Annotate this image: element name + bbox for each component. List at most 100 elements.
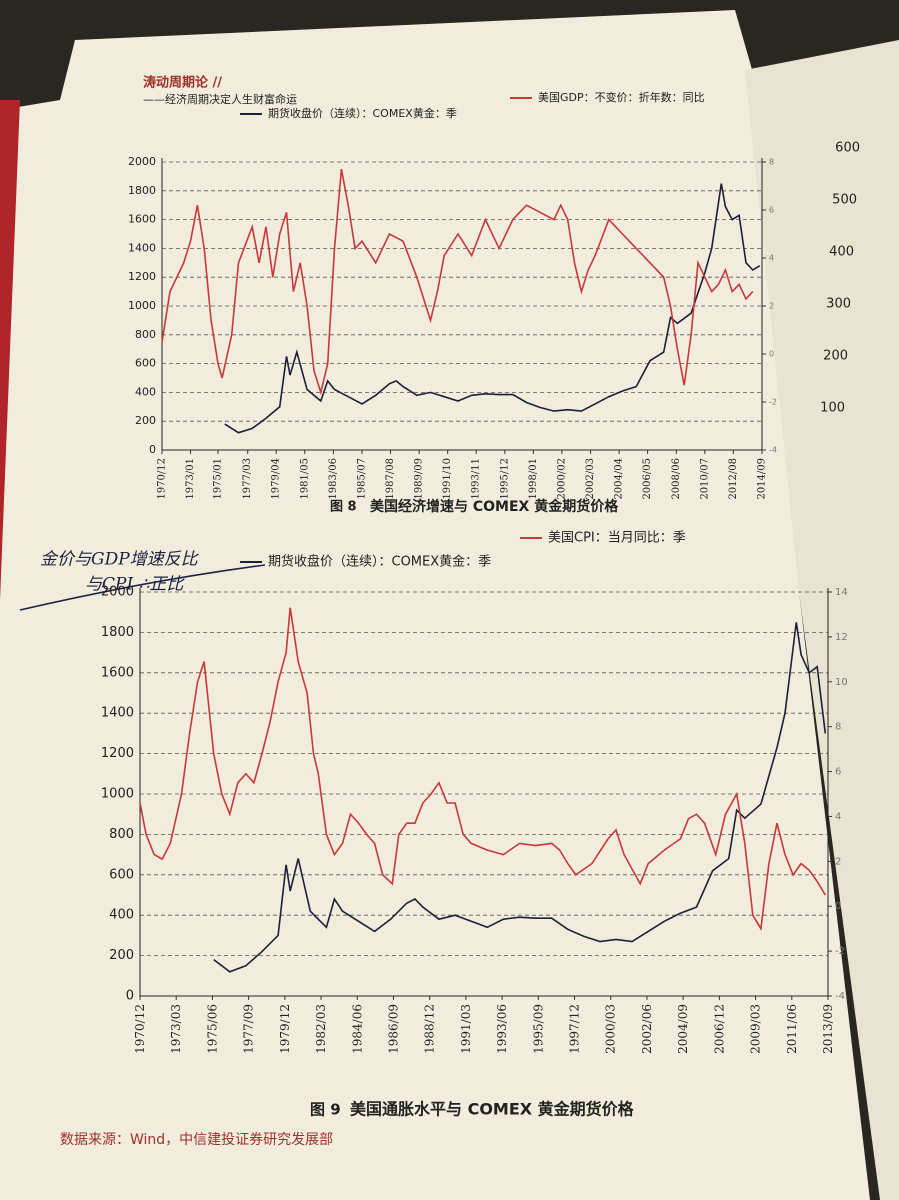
y2-tick-label: -4 (835, 991, 845, 1002)
x-tick-label: 1981/05 (299, 458, 310, 500)
x-tick-label: 1991/10 (442, 458, 453, 500)
x-tick-label: 1984/06 (350, 1004, 364, 1054)
source-note: 数据来源：Wind，中信建投证券研究发展部 (60, 1132, 333, 1148)
right-page-tick: 600 (835, 141, 860, 156)
y-tick-label: 600 (135, 357, 156, 370)
x-tick-label: 2010/07 (699, 458, 710, 500)
legend-label: 期货收盘价（连续）：COMEX黄金：季 (268, 106, 457, 120)
chart-title: 美国通胀水平与 COMEX 黄金期货价格 (350, 1100, 635, 1119)
x-tick-label: 1970/12 (133, 1004, 147, 1054)
figure-label: 图 8 (330, 500, 357, 515)
series-line (161, 169, 754, 396)
header-subtitle: ——经济周期决定人生财富命运 (143, 92, 297, 106)
y-tick-label: 200 (135, 414, 156, 427)
y-tick-label: 600 (109, 867, 134, 882)
series-line (139, 607, 826, 932)
x-tick-label: 1985/07 (356, 458, 367, 500)
legend-label: 美国CPI：当月同比：季 (548, 531, 686, 546)
x-tick-label: 2000/03 (604, 1004, 618, 1054)
x-tick-label: 2013/09 (821, 1004, 835, 1054)
series-line (224, 183, 761, 434)
y2-tick-label: 4 (835, 811, 841, 822)
y2-tick-label: 8 (835, 722, 841, 733)
y2-tick-label: 6 (835, 767, 841, 778)
x-tick-label: 1988/12 (423, 1004, 437, 1054)
x-tick-label: 2000/02 (556, 458, 567, 500)
x-tick-label: 2006/05 (642, 458, 653, 500)
x-tick-label: 1995/12 (499, 458, 510, 500)
right-page-tick: 100 (820, 401, 845, 416)
x-tick-label: 1973/03 (169, 1004, 183, 1054)
x-tick-label: 2014/09 (757, 458, 768, 500)
y-tick-label: 1200 (128, 270, 156, 283)
y2-tick-label: 2 (835, 856, 841, 867)
x-tick-label: 2002/03 (585, 458, 596, 500)
y2-tick-label: 2 (769, 302, 774, 311)
y-tick-label: 2000 (128, 155, 156, 168)
header-title: 涛动周期论 // (143, 75, 222, 91)
y2-tick-label: -4 (769, 446, 777, 455)
legend-label: 美国GDP：不变价：折年数：同比 (538, 90, 705, 104)
legend-label: 期货收盘价（连续）：COMEX黄金：季 (268, 554, 491, 570)
handwritten-note: 金价与GDP增速反比 (40, 550, 200, 570)
y2-tick-label: -2 (769, 398, 777, 407)
x-tick-label: 1993/11 (471, 458, 482, 500)
y-tick-label: 1800 (128, 184, 156, 197)
y-tick-label: 0 (126, 989, 134, 1004)
y-tick-label: 0 (149, 443, 156, 456)
y2-tick-label: 0 (835, 901, 841, 912)
y-tick-label: 400 (109, 908, 134, 923)
x-tick-label: 1989/09 (414, 458, 425, 500)
x-tick-label: 1975/01 (212, 458, 223, 500)
x-tick-label: 2009/03 (749, 1004, 763, 1054)
x-tick-label: 1991/03 (459, 1004, 473, 1054)
y-tick-label: 2000 (101, 585, 134, 600)
y-tick-label: 1600 (128, 213, 156, 226)
chart-title: 美国经济增速与 COMEX 黄金期货价格 (370, 498, 619, 515)
y-tick-label: 200 (109, 948, 134, 963)
x-tick-label: 1979/04 (271, 458, 282, 500)
right-page (745, 40, 899, 1200)
y2-tick-label: 6 (769, 206, 774, 215)
x-tick-label: 1983/06 (328, 458, 339, 500)
x-tick-label: 1986/09 (386, 1004, 400, 1054)
book-cover (0, 100, 20, 600)
x-tick-label: 2011/06 (785, 1004, 799, 1054)
series-line (213, 622, 827, 973)
y-tick-label: 800 (109, 827, 134, 842)
x-tick-label: 1973/01 (185, 458, 196, 500)
y2-tick-label: -2 (835, 946, 845, 957)
right-page-tick: 300 (826, 297, 851, 312)
x-tick-label: 2012/08 (728, 458, 739, 500)
x-tick-label: 1977/03 (242, 458, 253, 500)
x-tick-label: 1987/08 (385, 458, 396, 500)
x-tick-label: 2004/09 (676, 1004, 690, 1054)
y2-tick-label: 4 (769, 254, 774, 263)
y-tick-label: 400 (135, 385, 156, 398)
handwritten-stroke (19, 564, 266, 611)
x-tick-label: 2008/06 (671, 458, 682, 500)
y-tick-label: 1000 (101, 787, 134, 802)
right-page-tick: 400 (829, 245, 854, 260)
y2-tick-label: 0 (769, 350, 774, 359)
x-tick-label: 1977/09 (242, 1004, 256, 1054)
y2-tick-label: 8 (769, 158, 774, 167)
y-tick-label: 1400 (101, 706, 134, 721)
y2-tick-label: 10 (835, 677, 848, 688)
y-tick-label: 1800 (101, 625, 134, 640)
y-tick-label: 1400 (128, 241, 156, 254)
x-tick-label: 1998/01 (528, 458, 539, 500)
x-tick-label: 1997/12 (568, 1004, 582, 1054)
y-tick-label: 1200 (101, 746, 134, 761)
x-tick-label: 1993/06 (495, 1004, 509, 1054)
y-tick-label: 1000 (128, 299, 156, 312)
y-tick-label: 800 (135, 328, 156, 341)
x-tick-label: 1970/12 (157, 458, 168, 500)
x-tick-label: 2006/12 (712, 1004, 726, 1054)
y2-tick-label: 12 (835, 632, 848, 643)
x-tick-label: 1979/12 (278, 1004, 292, 1054)
book-page (0, 10, 870, 1200)
x-tick-label: 1982/03 (314, 1004, 328, 1054)
handwritten-note: 与CPI ∴正比 (85, 575, 185, 595)
